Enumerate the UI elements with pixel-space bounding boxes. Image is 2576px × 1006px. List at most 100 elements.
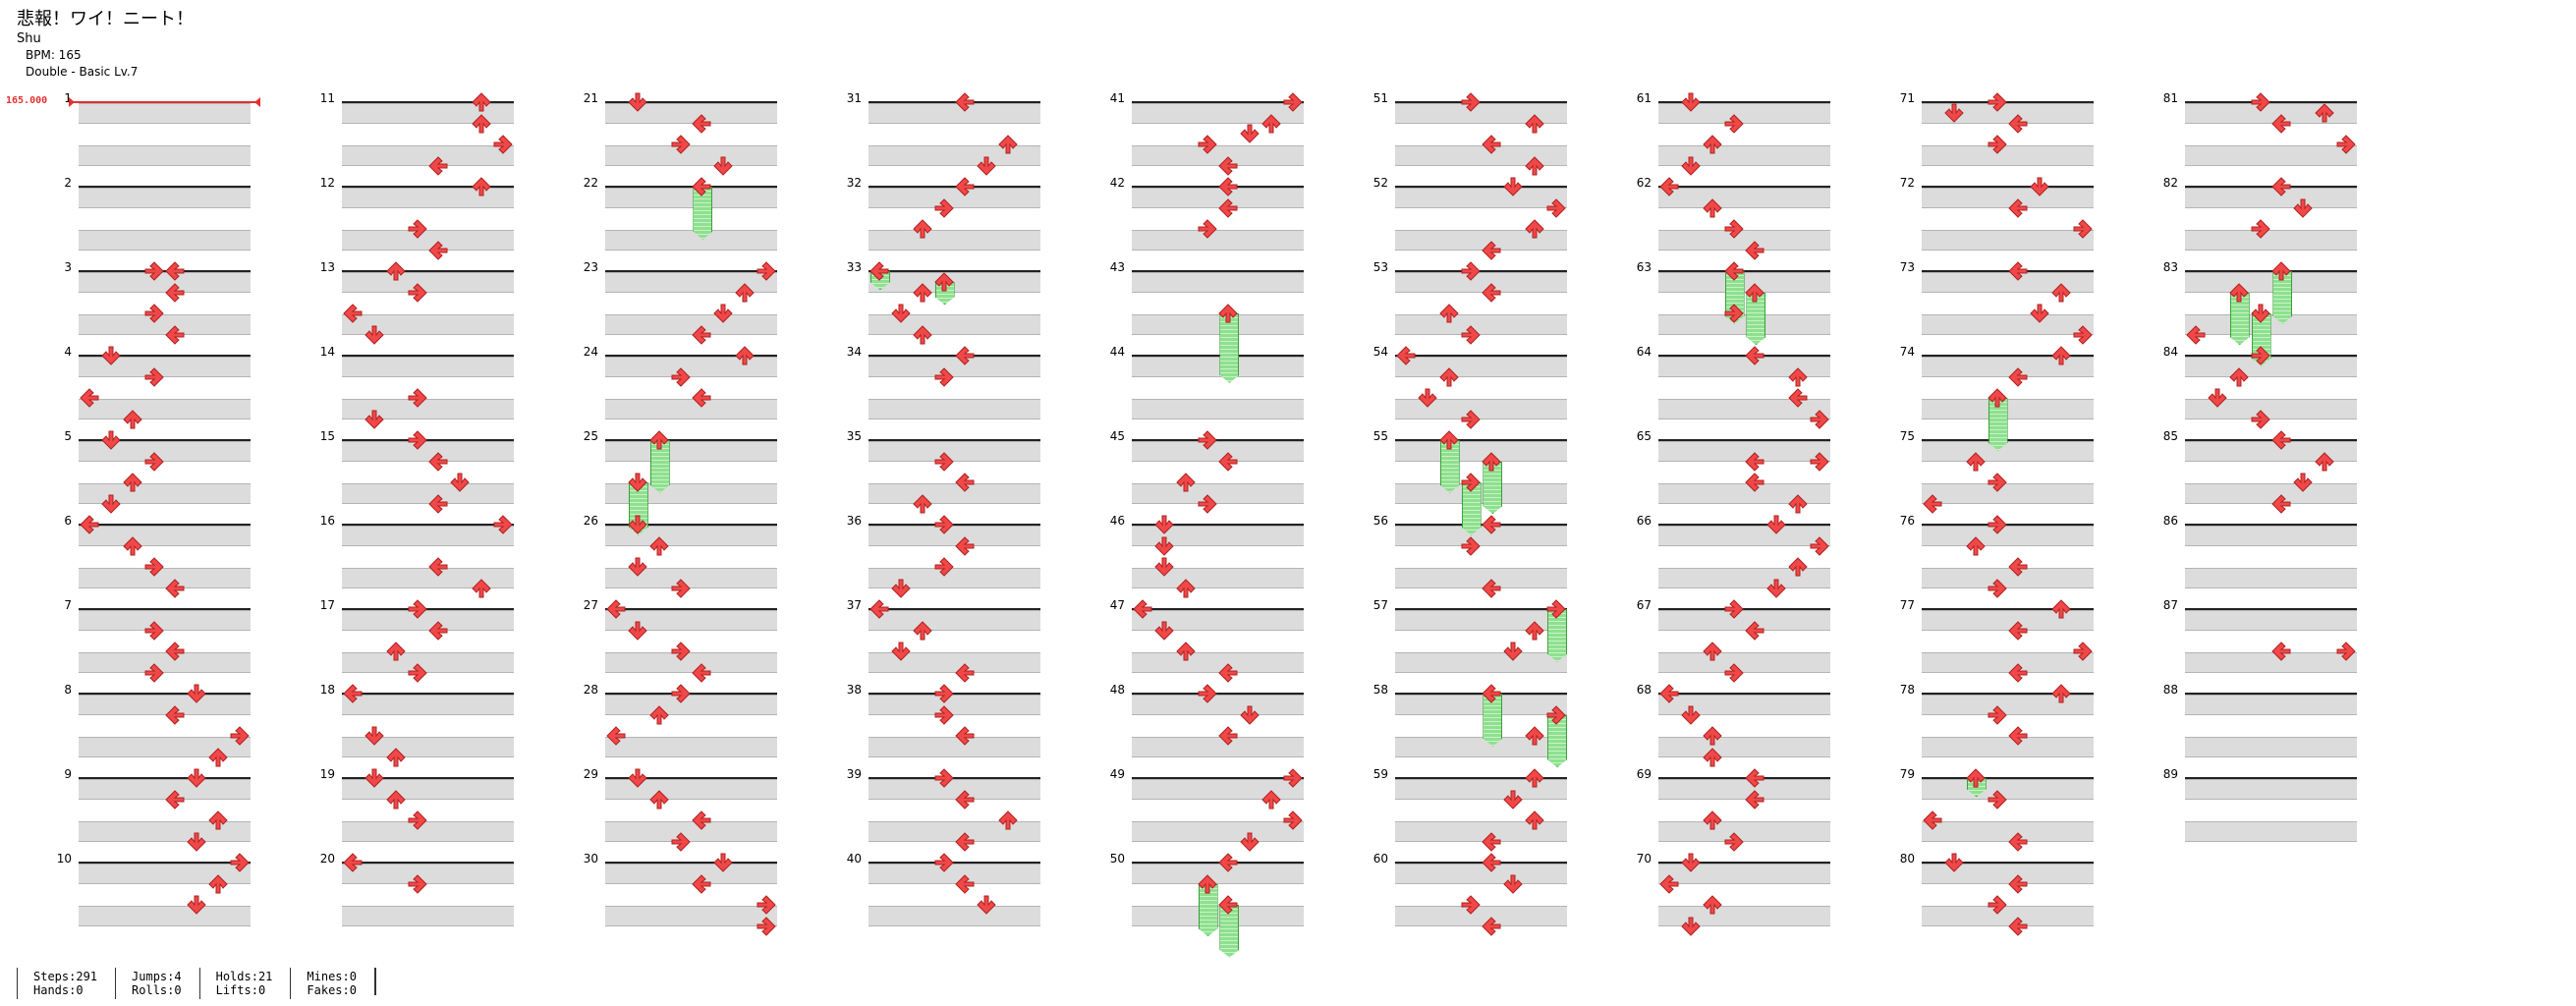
beat-band: [1132, 609, 1304, 631]
measure-line: [342, 693, 514, 695]
beat-band: [1658, 820, 1830, 842]
beat-band: [605, 651, 777, 673]
arrow-right-icon: [1460, 894, 1482, 916]
arrow-right-icon: [933, 197, 955, 219]
arrow-left-icon: [1217, 155, 1239, 177]
bpm-value-label: 165.000: [6, 95, 48, 106]
arrow-left-icon: [1217, 197, 1239, 219]
arrow-right-icon: [1987, 134, 2008, 155]
beat-band: [2185, 102, 2357, 124]
measure-line: [1395, 101, 1567, 103]
measure-line: [868, 862, 1040, 864]
arrow-right-icon: [670, 683, 692, 704]
measure-number: 54: [1372, 345, 1388, 359]
measure-line: [605, 101, 777, 103]
beat-band: [868, 567, 1040, 588]
arrow-left-icon: [2270, 429, 2292, 451]
measure-line: [342, 270, 514, 272]
arrow-left-icon: [868, 598, 890, 620]
arrow-up-icon: [912, 218, 933, 240]
measure-line: [1658, 524, 1830, 526]
arrow-left-icon: [1481, 852, 1502, 873]
arrow-right-icon: [756, 260, 777, 282]
arrow-down-icon: [1502, 641, 1524, 662]
measure-number: 21: [583, 91, 598, 105]
arrow-up-icon: [997, 810, 1019, 831]
measure-number: 42: [1109, 176, 1125, 190]
arrow-left-icon: [342, 303, 364, 324]
measure-line: [868, 101, 1040, 103]
measure-number: 12: [319, 176, 335, 190]
measure-line: [1922, 524, 2094, 526]
arrow-up-icon: [1787, 366, 1809, 388]
arrow-right-icon: [407, 810, 428, 831]
arrow-left-icon: [1132, 598, 1153, 620]
beat-band: [1658, 905, 1830, 926]
measure-number: 36: [846, 514, 862, 528]
beat-band: [342, 102, 514, 124]
measure-line: [1132, 355, 1304, 357]
beat-band: [1922, 271, 2094, 293]
beat-band: [1132, 567, 1304, 588]
arrow-left-icon: [954, 176, 976, 197]
measure-line: [79, 524, 251, 526]
arrow-left-icon: [164, 641, 186, 662]
arrow-down-icon: [1680, 91, 1702, 113]
beat-band: [1658, 398, 1830, 419]
measure-number: 27: [583, 598, 598, 612]
arrow-up-icon: [122, 472, 143, 493]
measure-line: [1132, 524, 1304, 526]
arrow-up-icon: [1438, 429, 1460, 451]
measure-line: [1395, 693, 1567, 695]
bpm-marker-right: [254, 97, 260, 107]
arrow-right-icon: [1723, 662, 1745, 684]
arrow-left-icon: [79, 514, 100, 535]
measure-number: 62: [1636, 176, 1652, 190]
measure-number: 77: [1899, 598, 1915, 612]
measure-line: [1132, 439, 1304, 441]
beat-band: [1395, 144, 1567, 166]
beat-band: [2185, 525, 2357, 546]
beat-band: [342, 271, 514, 293]
arrow-right-icon: [143, 451, 165, 473]
measure-number: 35: [846, 429, 862, 443]
measure-number: 19: [319, 767, 335, 781]
arrow-down-icon: [364, 767, 385, 789]
beat-band: [1132, 144, 1304, 166]
beat-band: [1132, 694, 1304, 715]
arrow-left-icon: [2007, 916, 2029, 937]
measure-number: 6: [64, 514, 72, 528]
beat-band: [1922, 187, 2094, 208]
arrow-right-icon: [670, 578, 692, 599]
arrow-down-icon: [1502, 789, 1524, 810]
arrow-right-icon: [143, 303, 165, 324]
beat-band: [868, 144, 1040, 166]
beat-band: [1658, 863, 1830, 884]
arrow-down-icon: [1153, 535, 1175, 557]
arrow-up-icon: [385, 747, 407, 768]
arrow-right-icon: [1460, 409, 1482, 430]
beat-band: [342, 820, 514, 842]
bpm-marker-left: [69, 97, 75, 107]
arrow-right-icon: [1987, 704, 2008, 726]
beat-band: [342, 187, 514, 208]
beat-band: [342, 440, 514, 462]
measure-number: 71: [1899, 91, 1915, 105]
arrow-left-icon: [1217, 451, 1239, 473]
measure-line: [1658, 608, 1830, 610]
arrow-down-icon: [976, 155, 997, 177]
measure-line: [868, 524, 1040, 526]
arrow-right-icon: [1723, 303, 1745, 324]
measure-number: 50: [1109, 852, 1125, 866]
arrow-up-icon: [1217, 303, 1239, 324]
arrow-left-icon: [164, 260, 186, 282]
arrow-down-icon: [2207, 387, 2228, 409]
measure-line: [2185, 608, 2357, 610]
arrow-up-icon: [648, 429, 670, 451]
arrow-left-icon: [2007, 662, 2029, 684]
arrow-up-icon: [912, 282, 933, 304]
arrow-down-icon: [1239, 704, 1260, 726]
beat-band: [1658, 440, 1830, 462]
beat-band: [1395, 356, 1567, 377]
arrow-left-icon: [1723, 260, 1745, 282]
